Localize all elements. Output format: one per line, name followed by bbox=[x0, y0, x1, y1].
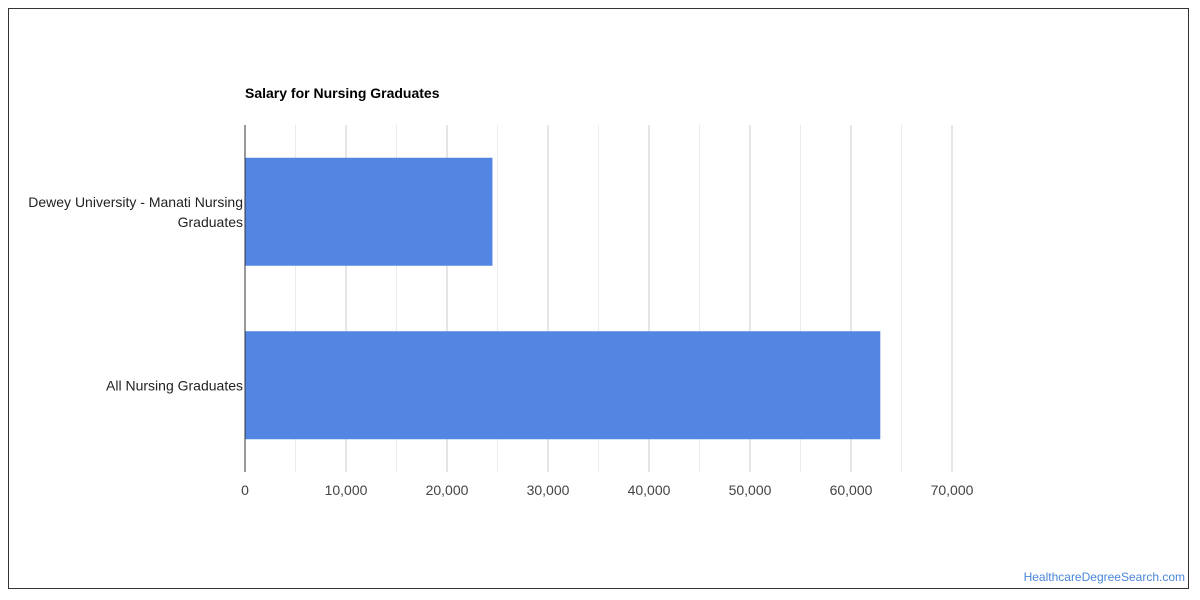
chart-title: Salary for Nursing Graduates bbox=[245, 85, 440, 101]
x-tick-label: 50,000 bbox=[729, 482, 772, 498]
x-tick-label: 70,000 bbox=[931, 482, 974, 498]
category-label: All Nursing Graduates bbox=[106, 377, 243, 393]
x-tick-label: 30,000 bbox=[527, 482, 570, 498]
x-tick-label: 0 bbox=[241, 482, 249, 498]
category-label: Dewey University - Manati Nursing Graduat… bbox=[28, 194, 243, 230]
x-tick-labels: 0 10,000 20,000 30,000 40,000 50,000 60,000 70,… bbox=[241, 482, 974, 498]
bars bbox=[245, 157, 881, 440]
bar[interactable] bbox=[245, 331, 881, 440]
x-tick-label: 60,000 bbox=[830, 482, 873, 498]
x-tick-label: 20,000 bbox=[426, 482, 469, 498]
category-labels: Dewey University - Manati Nursing Graduat… bbox=[28, 194, 243, 394]
x-tick-label: 10,000 bbox=[325, 482, 368, 498]
source-link[interactable]: HealthcareDegreeSearch.com bbox=[1023, 570, 1185, 584]
x-tick-label: 40,000 bbox=[628, 482, 671, 498]
chart-frame bbox=[8, 8, 1189, 589]
bar[interactable] bbox=[245, 157, 493, 266]
